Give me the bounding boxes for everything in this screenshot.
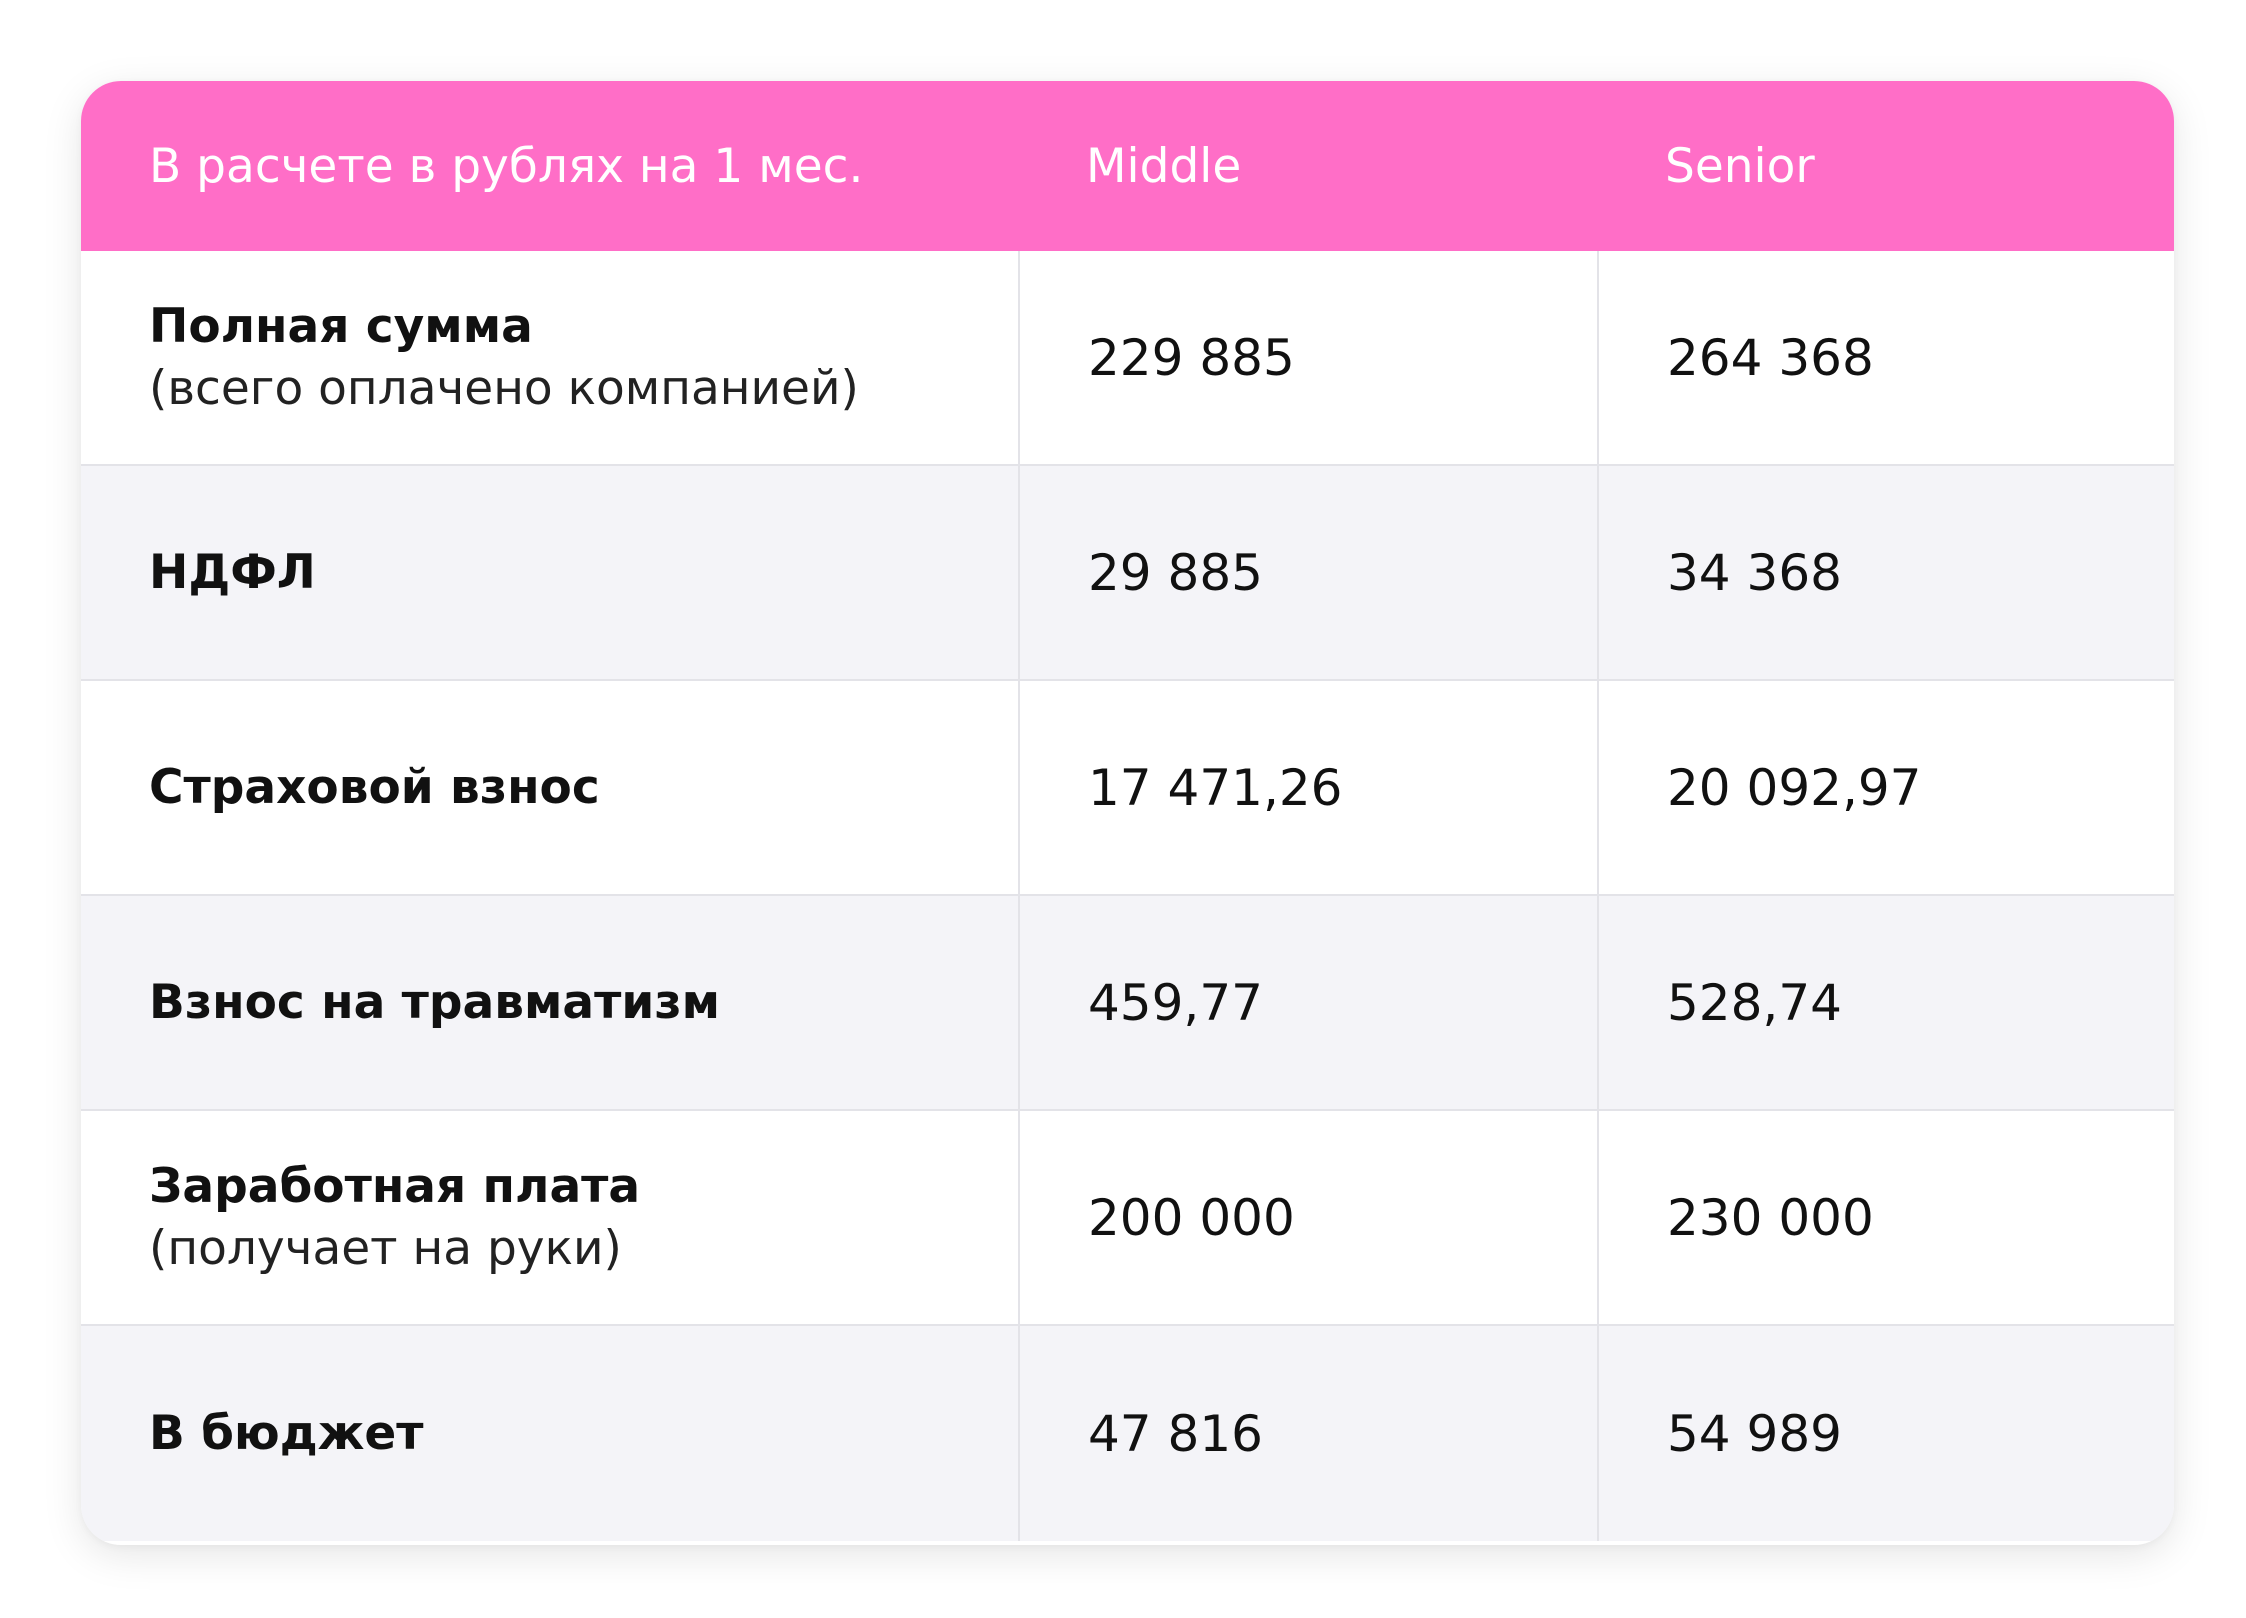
header-senior: Senior — [1597, 81, 2174, 251]
row-label-cell: Полная сумма (всего оплачено компанией) — [81, 251, 1018, 466]
row-label: Взнос на травматизм — [149, 974, 721, 1030]
header-middle: Middle — [1018, 81, 1597, 251]
row-label: Заработная плата — [149, 1158, 641, 1214]
middle-value: 200 000 — [1018, 1111, 1597, 1326]
row-label-cell: Заработная плата (получает на руки) — [81, 1111, 1018, 1326]
row-label-cell: В бюджет — [81, 1326, 1018, 1541]
senior-value: 230 000 — [1597, 1111, 2174, 1326]
senior-value: 34 368 — [1597, 466, 2174, 681]
middle-value: 29 885 — [1018, 466, 1597, 681]
middle-value: 47 816 — [1018, 1326, 1597, 1541]
row-label: Страховой взнос — [149, 759, 600, 815]
row-note: (всего оплачено компанией) — [149, 360, 859, 416]
senior-value: 54 989 — [1597, 1326, 2174, 1541]
row-label: Полная сумма — [149, 298, 533, 354]
senior-value: 20 092,97 — [1597, 681, 2174, 896]
row-label: В бюджет — [149, 1405, 424, 1461]
senior-value: 264 368 — [1597, 251, 2174, 466]
row-note: (получает на руки) — [149, 1220, 622, 1276]
middle-value: 229 885 — [1018, 251, 1597, 466]
row-label-cell: Взнос на травматизм — [81, 896, 1018, 1111]
header-label: В расчете в рублях на 1 мес. — [81, 81, 1018, 251]
middle-value: 17 471,26 — [1018, 681, 1597, 896]
row-label-cell: Страховой взнос — [81, 681, 1018, 896]
middle-value: 459,77 — [1018, 896, 1597, 1111]
senior-value: 528,74 — [1597, 896, 2174, 1111]
row-label-cell: НДФЛ — [81, 466, 1018, 681]
salary-table: В расчете в рублях на 1 мес. Middle Seni… — [81, 81, 2174, 1545]
row-label: НДФЛ — [149, 544, 316, 600]
salary-table-card: В расчете в рублях на 1 мес. Middle Seni… — [81, 81, 2174, 1545]
